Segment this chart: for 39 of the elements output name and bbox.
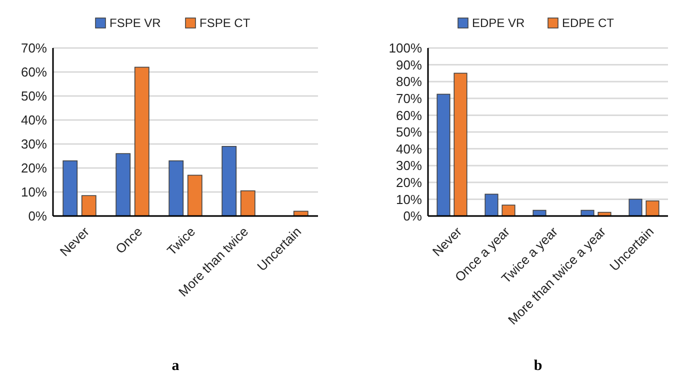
- y-tick-label: 20%: [20, 160, 48, 176]
- y-tick-label: 0%: [403, 208, 422, 224]
- bar: [502, 204, 516, 216]
- y-tick-label: 50%: [20, 88, 48, 104]
- y-tick-label: 30%: [20, 136, 48, 152]
- y-tick-label: 60%: [396, 108, 422, 123]
- y-tick-label: 10%: [20, 184, 48, 200]
- y-tick-label: 50%: [396, 124, 422, 140]
- bar: [81, 195, 96, 216]
- legend-label: EDPE CT: [562, 16, 615, 30]
- bar: [436, 94, 450, 216]
- bar: [134, 66, 150, 216]
- text: a: [172, 358, 180, 373]
- y-tick-label: 100%: [388, 40, 422, 56]
- y-tick-label: 80%: [396, 74, 422, 90]
- y-tick-label: 0%: [28, 208, 48, 224]
- legend-label: FSPE VR: [110, 16, 162, 30]
- legend-label: EDPE VR: [472, 16, 526, 30]
- bar: [628, 198, 642, 216]
- bar: [168, 160, 184, 216]
- bar: [116, 153, 131, 216]
- y-tick-label: 10%: [396, 192, 422, 207]
- bar: [240, 190, 256, 216]
- y-tick-label: 70%: [20, 40, 48, 56]
- bar: [187, 174, 202, 216]
- bar: [646, 200, 660, 216]
- legend-label: FSPE CT: [200, 16, 251, 30]
- bar: [454, 72, 468, 216]
- y-tick-label: 60%: [20, 64, 48, 80]
- y-tick-label: 70%: [396, 90, 422, 106]
- y-tick-label: 40%: [396, 141, 422, 156]
- bar: [484, 194, 498, 216]
- y-tick-label: 40%: [20, 112, 48, 128]
- bar: [62, 160, 78, 216]
- bar: [222, 146, 237, 216]
- y-tick-label: 30%: [396, 158, 422, 174]
- y-tick-label: 90%: [396, 57, 422, 72]
- text: b: [534, 358, 542, 373]
- y-tick-label: 20%: [396, 174, 422, 190]
